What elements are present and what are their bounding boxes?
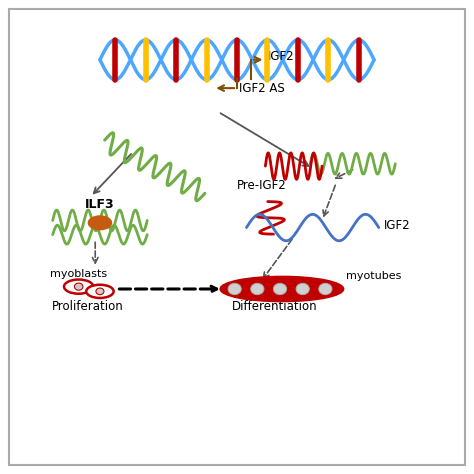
Ellipse shape: [296, 283, 310, 295]
Ellipse shape: [86, 285, 114, 298]
Text: IGF2: IGF2: [268, 50, 294, 63]
Ellipse shape: [273, 283, 287, 295]
Ellipse shape: [319, 283, 332, 295]
Text: myoblasts: myoblasts: [50, 269, 108, 279]
Text: Pre-IGF2: Pre-IGF2: [237, 179, 287, 191]
Ellipse shape: [96, 288, 104, 295]
Text: IGF2: IGF2: [383, 219, 410, 232]
Ellipse shape: [74, 283, 83, 290]
Ellipse shape: [251, 283, 264, 295]
Text: IGF2 AS: IGF2 AS: [239, 82, 285, 95]
Ellipse shape: [64, 280, 93, 294]
Ellipse shape: [228, 283, 241, 295]
Text: ILF3: ILF3: [85, 198, 115, 211]
Ellipse shape: [88, 215, 112, 230]
FancyBboxPatch shape: [9, 9, 465, 465]
Text: myotubes: myotubes: [346, 271, 401, 281]
Ellipse shape: [220, 277, 343, 301]
Text: Proliferation: Proliferation: [52, 301, 124, 313]
Text: Differentiation: Differentiation: [232, 301, 318, 313]
